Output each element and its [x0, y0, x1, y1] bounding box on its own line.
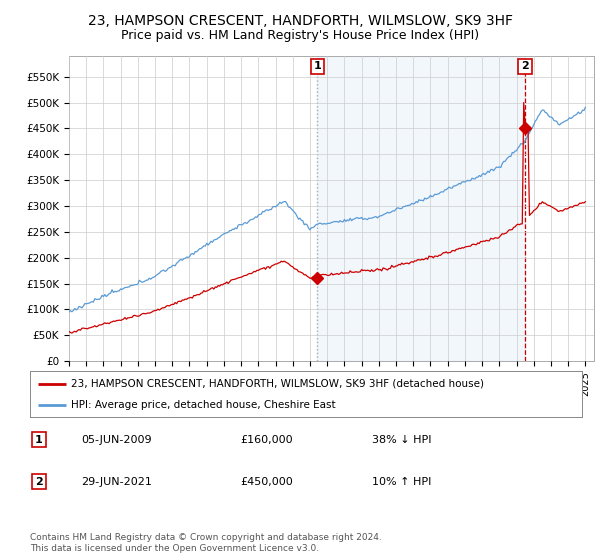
Text: Contains HM Land Registry data © Crown copyright and database right 2024.
This d: Contains HM Land Registry data © Crown c… — [30, 533, 382, 553]
Text: 1: 1 — [35, 435, 43, 445]
Text: 29-JUN-2021: 29-JUN-2021 — [81, 477, 152, 487]
Text: HPI: Average price, detached house, Cheshire East: HPI: Average price, detached house, Ches… — [71, 400, 336, 410]
Text: 2: 2 — [35, 477, 43, 487]
Bar — [317, 56, 525, 361]
Text: 23, HAMPSON CRESCENT, HANDFORTH, WILMSLOW, SK9 3HF (detached house): 23, HAMPSON CRESCENT, HANDFORTH, WILMSLO… — [71, 379, 484, 389]
Text: 23, HAMPSON CRESCENT, HANDFORTH, WILMSLOW, SK9 3HF: 23, HAMPSON CRESCENT, HANDFORTH, WILMSLO… — [88, 14, 512, 28]
Text: 1: 1 — [313, 62, 321, 71]
Text: Price paid vs. HM Land Registry's House Price Index (HPI): Price paid vs. HM Land Registry's House … — [121, 29, 479, 42]
Text: £450,000: £450,000 — [240, 477, 293, 487]
Text: 2: 2 — [521, 62, 529, 71]
Text: 10% ↑ HPI: 10% ↑ HPI — [372, 477, 431, 487]
Text: £160,000: £160,000 — [240, 435, 293, 445]
Text: 05-JUN-2009: 05-JUN-2009 — [81, 435, 152, 445]
Text: 38% ↓ HPI: 38% ↓ HPI — [372, 435, 431, 445]
